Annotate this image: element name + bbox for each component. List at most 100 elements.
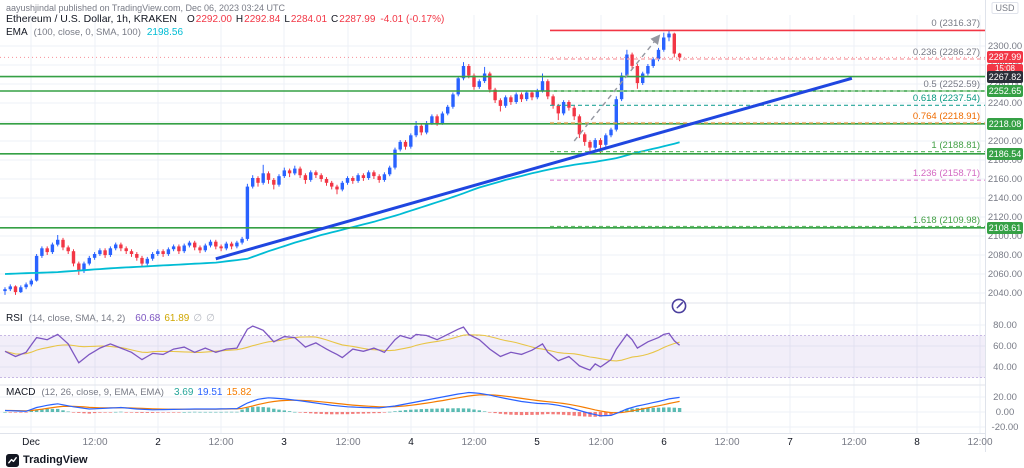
time-axis-label: 12:00 [588,437,614,448]
tradingview-logo-icon[interactable] [6,453,19,467]
ema-line [4,141,680,275]
macd-lines [4,391,680,417]
time-axis-label: 12:00 [82,437,108,448]
ohlc-label: C [331,14,339,25]
macd-indicator-params: (12, 26, close, 9, EMA, EMA) [41,387,164,398]
price-axis-tick: 2160.00 [987,174,1023,185]
rsi-legend-row[interactable]: RSI (14, close, SMA, 14, 2) 60.68 61.89 ∅ ∅ [6,313,215,324]
fib-level-label: 1.236 (2158.71) [912,168,980,180]
rsi-value: ∅ [193,313,203,324]
time-axis-label: Dec [22,437,40,448]
fib-level-label: 0.618 (2237.54) [912,93,980,105]
price-axis-badge: 2218.08 [987,117,1023,130]
dashed-arrow [573,34,661,142]
time-axis-label: 12:00 [714,437,740,448]
time-axis-label: 12:00 [967,437,993,448]
ohlc-value: 2284.01 [290,14,328,25]
macd-legend-row[interactable]: MACD (12, 26, close, 9, EMA, EMA) 3.69 19… [6,387,251,398]
currency-label: USD [991,2,1019,14]
macd-axis-tick: 20.00 [993,392,1017,403]
grid [0,15,985,433]
price-axis-tick: 2100.00 [987,231,1023,242]
fib-level-label: 0 (2316.37) [931,18,980,30]
rsi-axis-tick: 80.00 [993,320,1017,331]
attribution-text: aayushjindal published on TradingView.co… [6,3,286,13]
countdown-badge: 15:08 [987,63,1023,74]
time-axis-label: 4 [408,437,414,448]
time-axis-label: 2 [155,437,161,448]
time-axis-label: 3 [281,437,287,448]
price-axis-badge: 2287.99 [987,51,1023,64]
trend-line [215,76,853,261]
macd-values: 3.69 19.51 15.82 [170,387,252,398]
ohlc-label: O [186,14,195,25]
price-axis-badge: 2108.61 [987,221,1023,234]
clock-marker-icon [670,297,688,320]
price-axis-tick: 2080.00 [987,250,1023,261]
rsi-indicator-name: RSI [6,313,23,324]
rsi-value: 60.68 [135,313,161,324]
time-axis-label: 12:00 [335,437,361,448]
ohlc-label: H [235,14,244,25]
price-axis-tick: 2200.00 [987,136,1023,147]
price-axis-tick: 2120.00 [987,212,1023,223]
macd-value: 19.51 [197,387,223,398]
fib-level-label: 1.618 (2109.98) [912,214,980,226]
fib-lines [550,29,985,228]
time-axis-label: 12:00 [461,437,487,448]
price-axis[interactable]: USD 2300.002280.002260.002240.002220.002… [985,0,1024,452]
ema-value: 2198.56 [146,27,184,38]
ema-legend-row[interactable]: EMA (100, close, 0, SMA, 100) 2198.56 [6,27,183,38]
macd-value: 3.69 [173,387,194,398]
rsi-axis-tick: 60.00 [993,341,1017,352]
rsi-band [0,335,985,378]
macd-indicator-name: MACD [6,387,36,398]
macd-axis-tick: -20.00 [991,422,1019,433]
time-axis-label: 7 [787,437,793,448]
price-axis-tick: 2040.00 [987,288,1023,299]
time-axis[interactable]: Dec 12:00 2 12:00 3 12:00 4 12:00 5 12:00 6 12:00 7 1… [0,433,993,452]
symbol-legend-row: Ethereum / U.S. Dollar, 1h, KRAKEN O2292… [6,13,444,25]
time-axis-label: 12:00 [841,437,867,448]
ohlc-values: O2292.00 H2292.84 L2284.01 C2287.99 -4.01 (-… [183,14,444,25]
fib-level-label: 0.764 (2218.91) [912,111,980,123]
rsi-value: 61.89 [164,313,190,324]
price-chart-canvas[interactable] [0,0,1024,452]
ema-indicator-name: EMA [6,27,28,38]
rsi-values: 60.68 61.89 ∅ ∅ [131,313,215,324]
price-axis-badge: 2186.54 [987,147,1023,160]
price-axis-badge: 2267.82 [987,70,1023,83]
macd-value: 15.82 [226,387,252,398]
symbol-title[interactable]: Ethereum / U.S. Dollar, 1h, KRAKEN [6,13,177,25]
macd-axis-tick: 0.00 [995,407,1015,418]
rsi-plot [4,325,681,371]
candles [3,30,682,295]
time-axis-label: 12:00 [208,437,234,448]
support-lines [0,75,985,229]
price-axis-badge: 2252.65 [987,84,1023,97]
price-change: -4.01 (-0.17%) [380,14,445,25]
pane-dividers [0,302,985,386]
time-axis-label: 6 [661,437,667,448]
ohlc-value: 2292.84 [244,14,281,25]
time-axis-label: 8 [914,437,920,448]
ohlc-value: 2287.99 [339,14,376,25]
footer-bar: TradingView [0,452,1024,468]
price-axis-tick: 2060.00 [987,269,1023,280]
fib-level-label: 0.5 (2252.59) [923,79,980,91]
ohlc-value: 2292.00 [195,14,232,25]
time-axis-label: 5 [534,437,540,448]
ohlc-label: L [284,14,290,25]
footer-brand-text[interactable]: TradingView [23,454,88,466]
fib-level-label: 0.236 (2286.27) [912,47,980,59]
rsi-indicator-params: (14, close, SMA, 14, 2) [28,313,126,324]
ema-indicator-params: (100, close, 0, SMA, 100) [33,27,141,38]
rsi-value: ∅ [206,313,215,324]
price-axis-tick: 2180.00 [987,155,1023,166]
price-axis-tick: 2300.00 [987,41,1023,52]
price-axis-tick: 2240.00 [987,98,1023,109]
price-axis-tick: 2260.00 [986,79,1024,90]
fib-level-label: 1 (2188.81) [931,139,980,151]
price-axis-tick: 2140.00 [987,193,1023,204]
